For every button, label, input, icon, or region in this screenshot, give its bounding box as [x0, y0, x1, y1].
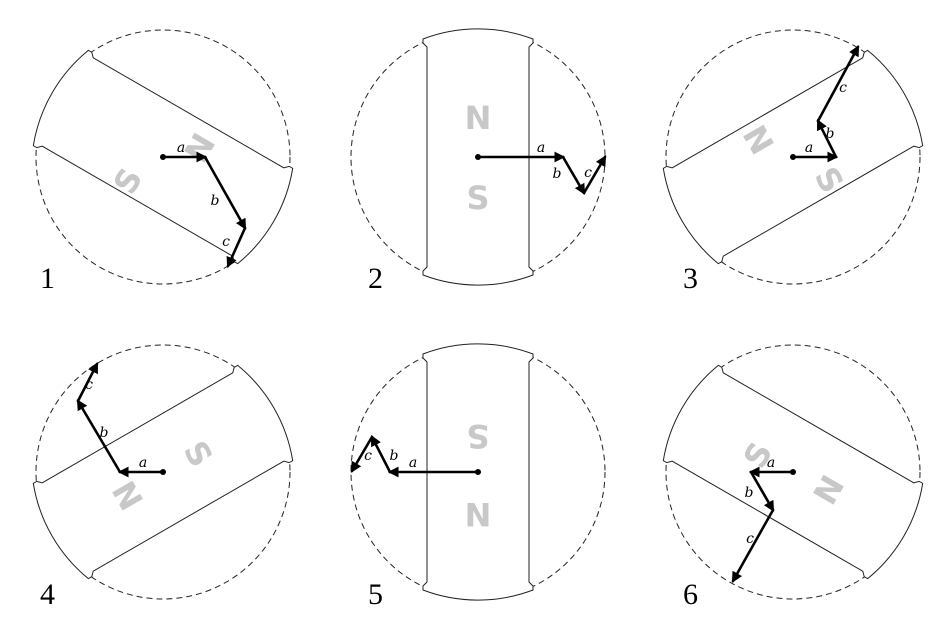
vector-b: [816, 119, 838, 159]
vector-a-label: a: [767, 455, 775, 471]
vector-c-label: c: [364, 448, 372, 464]
south-pole-label: S: [466, 179, 489, 217]
vector-b-label: b: [211, 193, 220, 209]
vector-c-label: c: [584, 165, 592, 181]
rotor-boundary-circle: [35, 29, 291, 285]
panel-number: 2: [368, 262, 383, 295]
vector-b-label: b: [553, 166, 562, 182]
vector-a-label: a: [537, 140, 545, 156]
vector-b: [370, 435, 392, 474]
vector-a-label: a: [805, 140, 813, 156]
vector-b-label: b: [100, 425, 109, 441]
panel-number: 5: [368, 578, 383, 611]
vector-b-label: b: [826, 126, 835, 142]
vector-a-label: a: [409, 455, 417, 471]
panel-number: 4: [40, 578, 55, 611]
vector-c: [582, 155, 607, 195]
vector-c-label: c: [746, 531, 754, 547]
vector-b: [76, 399, 122, 474]
vector-c: [226, 226, 247, 268]
vector-b: [561, 155, 586, 195]
vector-c-label: c: [839, 80, 847, 96]
vector-c-label: c: [222, 234, 230, 250]
vector-c-label: c: [85, 377, 93, 393]
vector-a-label: a: [177, 140, 185, 156]
rotor-boundary-circle: [35, 344, 291, 600]
rotor-boundary-circle: [665, 344, 921, 600]
rotor-boundary-circle: [665, 29, 921, 285]
vector-c: [731, 508, 775, 583]
panel-number: 3: [683, 262, 698, 295]
vector-b-label: b: [745, 485, 754, 501]
north-pole-label: N: [465, 495, 492, 533]
vector-c: [816, 45, 860, 123]
vector-a-label: a: [139, 455, 147, 471]
rotor-boundary-circle: [350, 344, 606, 600]
panel-number: 1: [40, 262, 55, 295]
north-pole-label: N: [465, 99, 492, 137]
south-pole-label: S: [466, 417, 489, 455]
vector-b-label: b: [390, 448, 399, 464]
panel-2: N Sab c 2: [350, 28, 607, 295]
vector-b: [203, 155, 247, 230]
vector-c: [350, 435, 374, 473]
panel-5: N Sab c 5: [350, 343, 606, 611]
vector-b: [749, 470, 775, 512]
vector-c: [76, 362, 99, 403]
panel-number: 6: [683, 578, 698, 611]
